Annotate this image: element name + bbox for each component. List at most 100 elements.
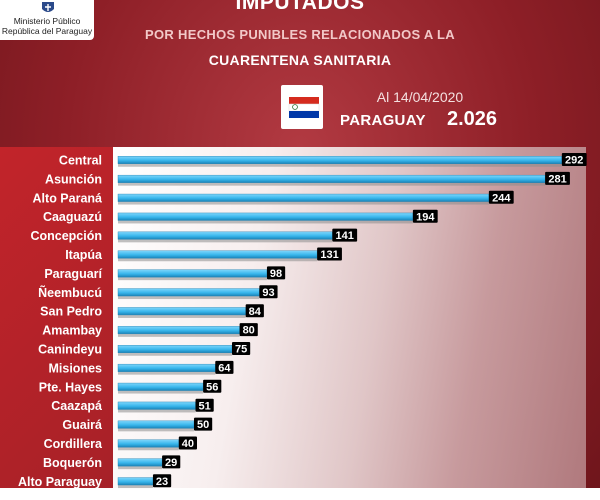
data-label: 194: [416, 211, 435, 223]
bar: [117, 288, 260, 297]
bar-shadow: [118, 333, 240, 337]
bar-row: Paraguarí 98: [44, 266, 286, 281]
bar-row: Amambay 80: [42, 323, 258, 338]
bar-row: Cordillera 40: [44, 436, 197, 451]
bar-shadow: [118, 258, 318, 262]
data-label: 23: [156, 476, 168, 488]
bar-shadow: [118, 314, 246, 318]
bar: [117, 363, 216, 372]
category-label: Central: [59, 154, 102, 168]
bar-row: Central 292: [59, 153, 587, 168]
data-label: 98: [270, 268, 282, 280]
bar-row: Alto Paraná 244: [33, 190, 514, 205]
data-label: 51: [198, 400, 210, 412]
bar: [117, 193, 490, 202]
bar-row: Concepción 141: [30, 228, 358, 243]
bar: [117, 477, 154, 486]
logo-line-1: Ministerio Público: [13, 16, 81, 26]
category-label: Alto Paraná: [33, 191, 103, 205]
bar-row: Caazapá 51: [51, 398, 214, 413]
bar-shadow: [118, 390, 204, 394]
category-label: Caazapá: [51, 399, 102, 413]
category-label: Itapúa: [65, 248, 103, 262]
data-label: 131: [320, 249, 338, 261]
bar-shadow: [118, 466, 163, 470]
category-label: Guairá: [62, 418, 102, 432]
bar-shadow: [118, 352, 232, 356]
bar-row: Misiones 64: [49, 360, 234, 375]
bar: [117, 250, 318, 259]
bar-row: Guairá 50: [62, 417, 213, 432]
data-label: 281: [548, 174, 566, 186]
logo: Ministerio Público República del Paragua…: [0, 0, 94, 40]
bar-row: San Pedro 84: [40, 304, 264, 319]
bar-shadow: [118, 485, 153, 489]
data-label-box: [215, 360, 234, 374]
data-label-box: [239, 323, 258, 337]
bar: [117, 345, 233, 353]
bar-row: Pte. Hayes 56: [39, 379, 222, 394]
bar-row: Canindeyu 75: [38, 342, 251, 357]
bar: [117, 439, 179, 448]
bar: [117, 326, 240, 335]
category-label: Asunción: [45, 172, 102, 186]
data-label: 75: [235, 344, 247, 356]
subtitle-2: CUARENTENA SANITARIA: [208, 52, 392, 68]
category-label: Misiones: [49, 361, 103, 375]
bar-shadow: [118, 428, 194, 432]
bar-shadow: [118, 163, 562, 167]
bar-shadow: [118, 447, 179, 451]
data-label: 84: [249, 306, 262, 318]
data-label-box: [162, 455, 181, 469]
bar-shadow: [118, 239, 333, 243]
data-label-box: [561, 153, 587, 166]
footer-strip: [0, 488, 600, 500]
bar: [117, 231, 333, 240]
data-label-box: [195, 398, 214, 412]
bar: [117, 174, 546, 183]
bar-shadow: [118, 296, 260, 300]
bar-shadow: [118, 201, 489, 205]
category-label: Canindeyu: [38, 343, 102, 357]
bar-shadow: [118, 409, 196, 413]
data-label-box: [545, 171, 570, 185]
data-label-box: [203, 379, 222, 393]
bar: [117, 156, 563, 164]
data-label-box: [152, 474, 172, 488]
data-label: 56: [206, 381, 218, 393]
page-title: IMPUTADOS: [235, 0, 365, 14]
data-label: 40: [182, 438, 194, 450]
data-label-box: [232, 342, 251, 355]
data-label: 244: [492, 192, 511, 204]
paraguay-flag-icon: [288, 97, 320, 118]
data-label-box: [245, 304, 264, 318]
data-label-box: [317, 247, 342, 261]
country-label: PARAGUAY: [340, 112, 426, 129]
data-label: 29: [165, 457, 177, 469]
category-label: Alto Paraguay: [18, 475, 102, 489]
category-label: Cordillera: [44, 437, 103, 451]
category-label: Amambay: [42, 324, 102, 338]
category-label: Concepción: [30, 229, 102, 243]
data-label: 292: [565, 155, 583, 167]
data-label-box: [266, 266, 286, 280]
bar: [117, 382, 204, 391]
data-label: 64: [218, 363, 231, 375]
category-label: Pte. Hayes: [39, 380, 102, 394]
data-label: 50: [197, 419, 209, 431]
data-label-box: [178, 436, 197, 450]
category-label: Caaguazú: [43, 210, 102, 224]
bar: [117, 458, 163, 467]
data-label-box: [332, 228, 358, 242]
bar: [117, 269, 268, 278]
bar-row: Caaguazú 194: [43, 209, 438, 224]
subtitle-1: POR HECHOS PUNIBLES RELACIONADOS A LA: [145, 27, 455, 42]
data-label-box: [488, 190, 514, 204]
date-label: Al 14/04/2020: [376, 89, 464, 105]
bar: [117, 212, 414, 221]
bar-shadow: [118, 371, 216, 375]
flag-card: [281, 85, 323, 129]
bar-row: Itapúa 131: [65, 247, 342, 262]
bar: [117, 401, 196, 410]
